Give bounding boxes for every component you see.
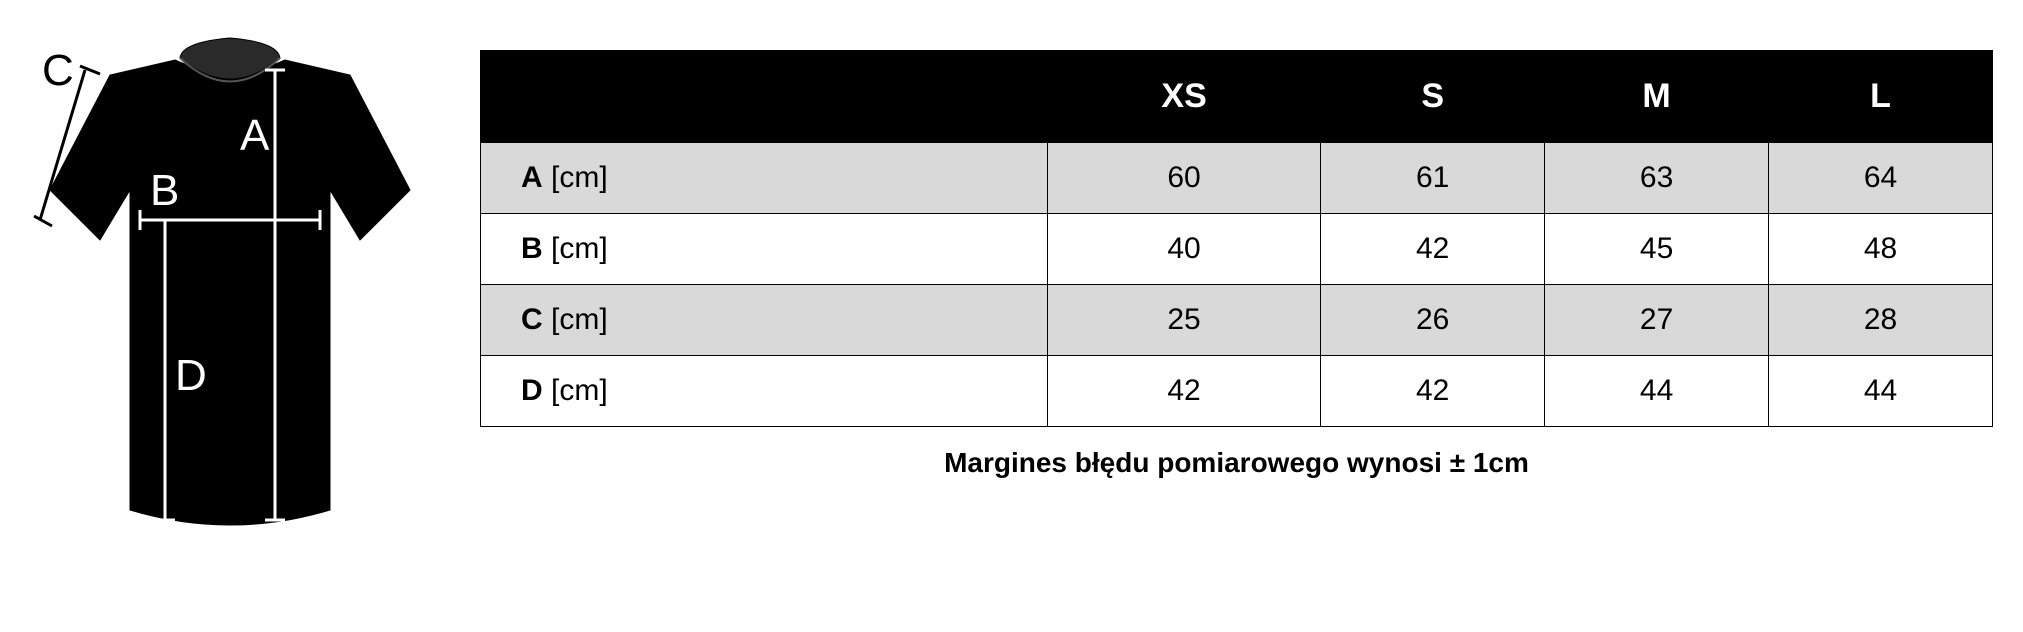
size-table-header: XS S M L (481, 51, 1993, 143)
cell: 28 (1769, 285, 1993, 356)
measure-label-d: D (175, 351, 207, 400)
row-label: A [cm] (481, 143, 1048, 214)
cell: 42 (1321, 214, 1545, 285)
measure-label-b: B (150, 166, 179, 215)
size-table-wrap: XS S M L A [cm] 60 61 63 64 B [cm] 40 42 (480, 50, 1993, 479)
cell: 64 (1769, 143, 1993, 214)
col-xs: XS (1047, 51, 1320, 143)
col-blank (481, 51, 1048, 143)
cell: 48 (1769, 214, 1993, 285)
cell: 40 (1047, 214, 1320, 285)
tshirt-diagram: A B D C (30, 30, 430, 550)
cell: 25 (1047, 285, 1320, 356)
row-label: D [cm] (481, 356, 1048, 427)
cell: 63 (1545, 143, 1769, 214)
measurement-footnote: Margines błędu pomiarowego wynosi ± 1cm (480, 447, 1993, 479)
cell: 42 (1321, 356, 1545, 427)
cell: 27 (1545, 285, 1769, 356)
table-row: A [cm] 60 61 63 64 (481, 143, 1993, 214)
cell: 42 (1047, 356, 1320, 427)
cell: 26 (1321, 285, 1545, 356)
size-chart-container: A B D C XS S M L (30, 30, 1993, 550)
measure-label-c: C (42, 46, 74, 95)
cell: 60 (1047, 143, 1320, 214)
col-l: L (1769, 51, 1993, 143)
cell: 44 (1769, 356, 1993, 427)
measure-label-a: A (240, 111, 270, 160)
table-row: C [cm] 25 26 27 28 (481, 285, 1993, 356)
table-row: B [cm] 40 42 45 48 (481, 214, 1993, 285)
row-label: B [cm] (481, 214, 1048, 285)
col-s: S (1321, 51, 1545, 143)
row-label: C [cm] (481, 285, 1048, 356)
cell: 44 (1545, 356, 1769, 427)
size-table-body: A [cm] 60 61 63 64 B [cm] 40 42 45 48 C … (481, 143, 1993, 427)
cell: 45 (1545, 214, 1769, 285)
table-row: D [cm] 42 42 44 44 (481, 356, 1993, 427)
size-table: XS S M L A [cm] 60 61 63 64 B [cm] 40 42 (480, 50, 1993, 427)
cell: 61 (1321, 143, 1545, 214)
col-m: M (1545, 51, 1769, 143)
tshirt-silhouette (50, 60, 410, 525)
